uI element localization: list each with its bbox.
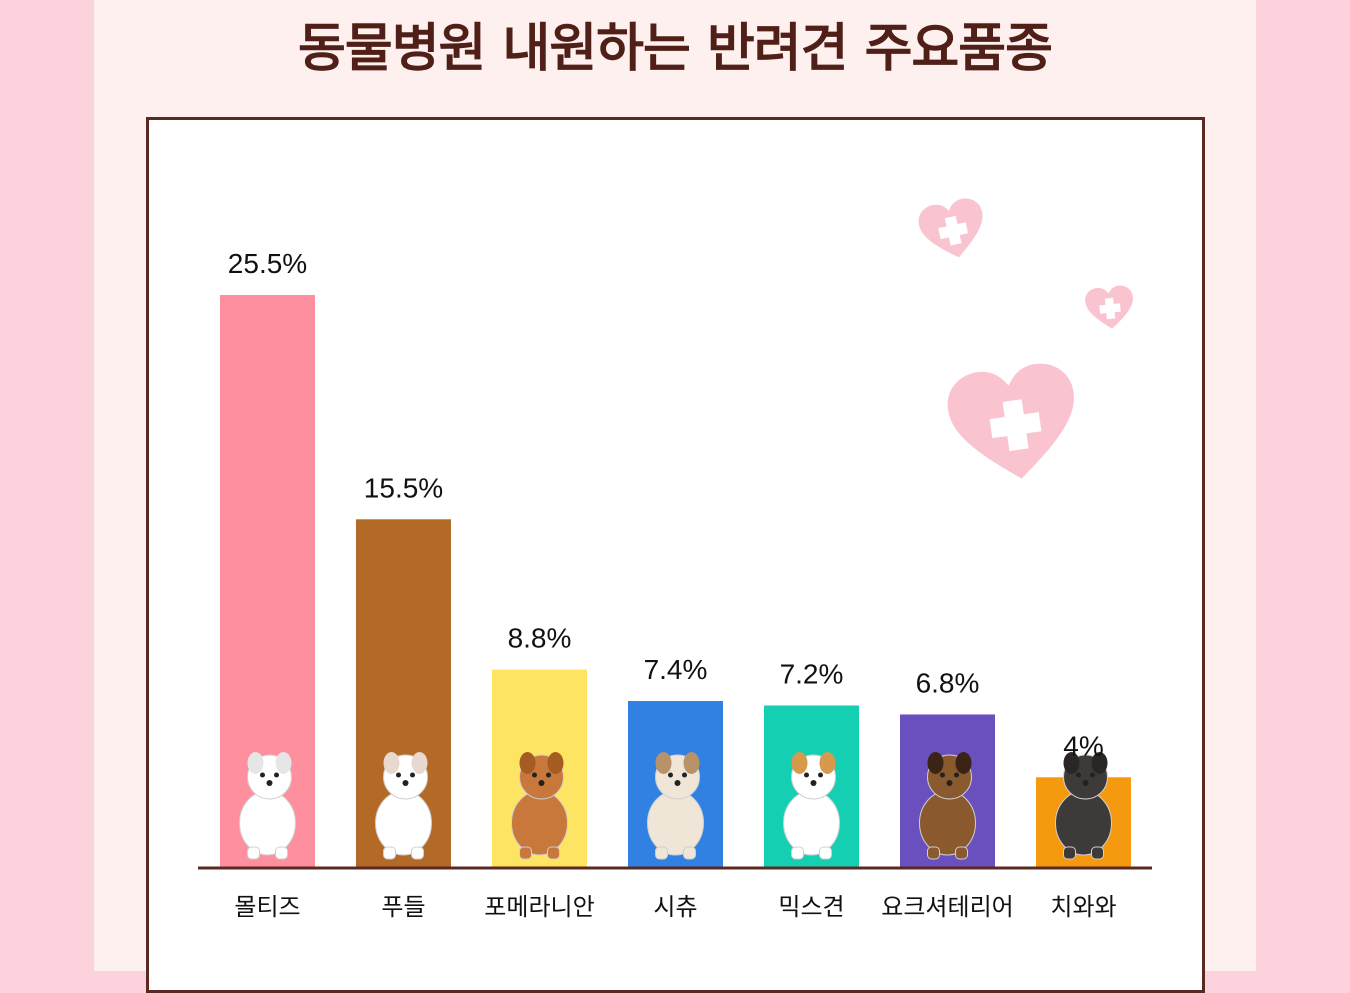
shih-tzu-dog-icon [647,752,704,860]
data-label: 4% [1063,730,1103,761]
category-label: 포메라니안 [484,893,594,921]
data-label: 7.2% [780,658,844,689]
pomeranian-dog-icon [511,752,568,860]
heart-plus-icon [918,198,983,258]
data-label: 6.8% [916,667,980,698]
category-label: 요크셔테리어 [881,893,1013,921]
yorkshire-terrier-dog-icon [919,752,976,860]
data-label: 7.4% [644,654,708,685]
page-title: 동물병원 내원하는 반려견 주요품종 [298,19,1053,79]
category-label: 시츄 [653,893,697,921]
mixed-breed-dog-icon [783,752,840,860]
samoyed-dog-icon [239,752,296,860]
category-label: 믹스견 [778,893,844,921]
poodle-dog-icon [375,752,432,860]
heart-plus-icon [1085,285,1133,329]
category-label: 푸들 [381,893,425,921]
chihuahua-dog-icon [1055,752,1112,860]
data-label: 8.8% [508,623,572,654]
data-label: 15.5% [364,472,443,503]
heart-plus-icon [947,363,1074,479]
category-label: 몰티즈 [234,893,300,921]
data-label: 25.5% [228,248,307,279]
category-label: 치와와 [1050,893,1116,921]
bar-chart: 25.5% 몰티즈 15.5% 푸들 8.8% 포메라니안 7.4% 시츄 7.2% 믹스견 6.8… [198,248,1152,921]
